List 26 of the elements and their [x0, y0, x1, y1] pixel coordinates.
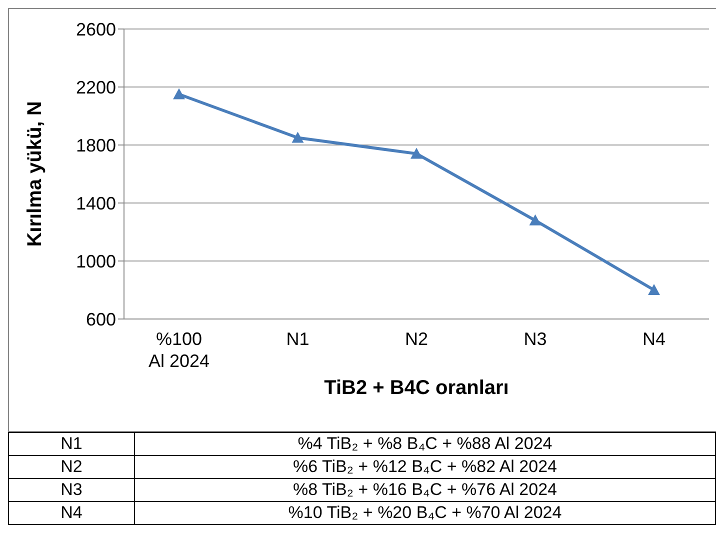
text: %8 TiB₂ + %16 B₄C + %76 Al 2024	[134, 478, 716, 502]
y-tick-label: 2600	[76, 19, 116, 40]
x-tick-label: N1	[286, 329, 310, 349]
text: %4 TiB₂ + %8 B₄C + %88 Al 2024	[134, 432, 716, 456]
text: %10 TiB₂ + %20 B₄C + %70 Al 2024	[134, 502, 716, 524]
point	[410, 148, 422, 159]
point	[529, 214, 542, 226]
y-tick-label: 600	[86, 309, 116, 330]
y-axis-title: Kırılma yükü, N	[24, 101, 46, 247]
x-tick-label: %100 Al 2024	[148, 329, 210, 371]
text: %6 TiB₂ + %12 B₄C + %82 Al 2024	[134, 456, 716, 478]
x-tick-label: N4	[642, 329, 666, 349]
text: N2	[8, 456, 134, 478]
y-tick-label: 1000	[76, 251, 116, 272]
x-tick-label: N2	[404, 329, 428, 349]
x-tick-label: N3	[524, 329, 547, 349]
x-axis-title: TiB2 + B4C oranları	[324, 377, 509, 399]
text: N4	[8, 502, 134, 524]
text: N1	[8, 432, 134, 456]
point	[173, 88, 185, 100]
y-tick-label: 2200	[76, 77, 116, 98]
point	[292, 132, 304, 143]
point	[648, 284, 660, 295]
y-tick-label: 1400	[76, 193, 116, 214]
text: N3	[8, 478, 134, 502]
y-tick-label: 1800	[76, 135, 116, 156]
